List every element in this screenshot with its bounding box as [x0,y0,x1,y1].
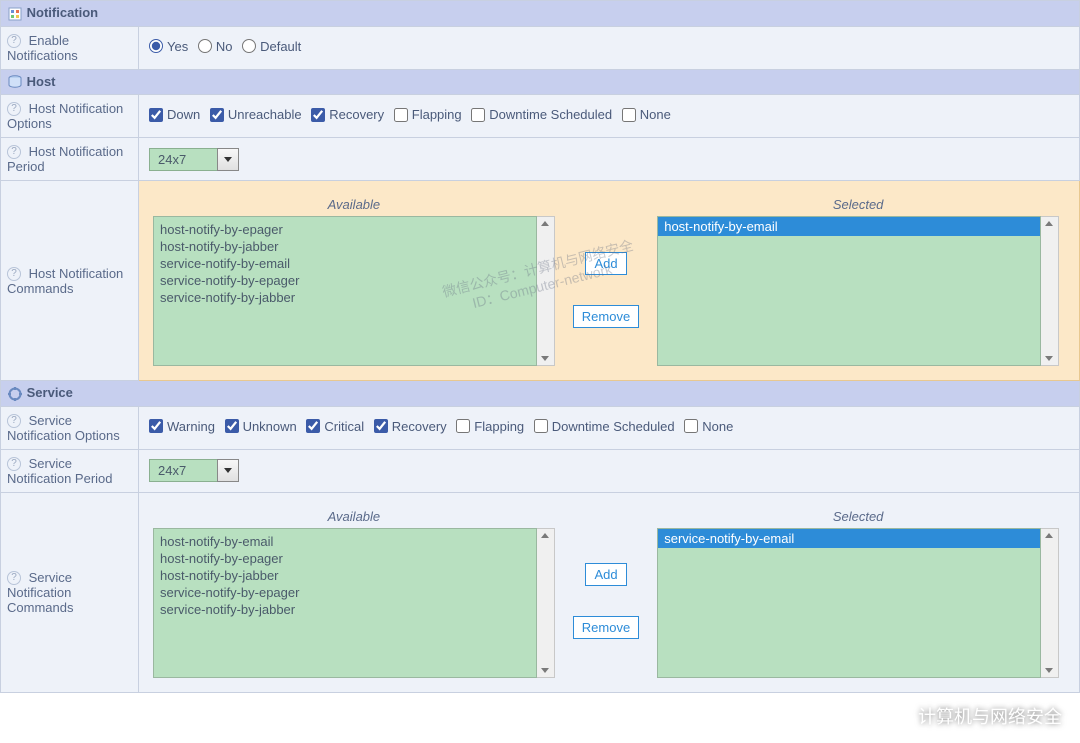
label-service-period: Service Notification Period [7,456,113,486]
check-service-downtime[interactable]: Downtime Scheduled [534,419,675,434]
host-commands-picker: Available host-notify-by-epager host-not… [149,189,1069,372]
notification-icon [7,6,23,22]
row-host-commands: ? Host Notification Commands Available h… [1,181,1080,381]
list-item[interactable]: service-notify-by-epager [160,584,530,601]
row-host-period: ? Host Notification Period 24x7 [1,138,1080,181]
check-service-recovery[interactable]: Recovery [374,419,447,434]
list-item[interactable]: host-notify-by-epager [160,221,530,238]
label-host-commands: Host Notification Commands [7,266,123,296]
label-service-options: Service Notification Options [7,413,120,443]
check-host-recovery[interactable]: Recovery [311,107,384,122]
section-notification-title: Notification [27,5,99,20]
help-icon[interactable]: ? [7,145,21,159]
check-host-none[interactable]: None [622,107,671,122]
row-service-options: ? Service Notification Options Warning U… [1,406,1080,449]
list-item[interactable]: host-notify-by-jabber [160,238,530,255]
list-item[interactable]: service-notify-by-epager [160,272,530,289]
remove-button[interactable]: Remove [573,305,639,328]
scrollbar[interactable] [537,528,555,678]
check-host-flapping[interactable]: Flapping [394,107,462,122]
check-service-critical[interactable]: Critical [306,419,364,434]
section-service: Service [1,381,1080,407]
check-service-flapping[interactable]: Flapping [456,419,524,434]
available-title: Available [153,507,555,528]
check-service-unknown[interactable]: Unknown [225,419,297,434]
add-button[interactable]: Add [585,252,626,275]
section-host: Host [1,69,1080,95]
list-item[interactable]: service-notify-by-jabber [160,601,530,618]
scrollbar[interactable] [537,216,555,366]
section-host-title: Host [27,74,56,89]
service-selected-list[interactable]: service-notify-by-email [657,528,1041,678]
available-title: Available [153,195,555,216]
host-icon [7,74,23,90]
footer-watermark: 计算机与网络安全 [882,703,1062,729]
selected-title: Selected [657,195,1059,216]
remove-button[interactable]: Remove [573,616,639,639]
add-button[interactable]: Add [585,563,626,586]
scrollbar[interactable] [1041,216,1059,366]
wechat-icon [882,704,910,728]
row-service-period: ? Service Notification Period 24x7 [1,449,1080,492]
row-service-commands: ? Service Notification Commands Availabl… [1,492,1080,692]
help-icon[interactable]: ? [7,102,21,116]
list-item[interactable]: service-notify-by-jabber [160,289,530,306]
chevron-down-icon [217,459,239,482]
radio-default[interactable]: Default [242,39,301,54]
host-available-list[interactable]: host-notify-by-epager host-notify-by-jab… [153,216,537,366]
row-enable-notifications: ? Enable Notifications Yes No Default [1,26,1080,69]
section-service-title: Service [27,385,73,400]
scrollbar[interactable] [1041,528,1059,678]
help-icon[interactable]: ? [7,267,21,281]
service-commands-picker: Available host-notify-by-email host-noti… [149,501,1069,684]
help-icon[interactable]: ? [7,457,21,471]
chevron-down-icon [217,148,239,171]
check-service-warning[interactable]: Warning [149,419,215,434]
selected-title: Selected [657,507,1059,528]
help-icon[interactable]: ? [7,414,21,428]
help-icon[interactable]: ? [7,571,21,585]
radio-yes[interactable]: Yes [149,39,188,54]
select-service-period[interactable]: 24x7 [149,459,239,482]
row-host-options: ? Host Notification Options Down Unreach… [1,95,1080,138]
select-host-period[interactable]: 24x7 [149,148,239,171]
label-host-options: Host Notification Options [7,101,123,131]
list-item[interactable]: host-notify-by-email [658,217,1040,236]
radio-no[interactable]: No [198,39,233,54]
check-host-down[interactable]: Down [149,107,200,122]
check-host-downtime[interactable]: Downtime Scheduled [471,107,612,122]
list-item[interactable]: service-notify-by-email [658,529,1040,548]
help-icon[interactable]: ? [7,34,21,48]
check-service-none[interactable]: None [684,419,733,434]
service-icon [7,386,23,402]
section-notification: Notification [1,1,1080,27]
service-available-list[interactable]: host-notify-by-email host-notify-by-epag… [153,528,537,678]
list-item[interactable]: host-notify-by-epager [160,550,530,567]
list-item[interactable]: host-notify-by-jabber [160,567,530,584]
host-selected-list[interactable]: host-notify-by-email [657,216,1041,366]
check-host-unreachable[interactable]: Unreachable [210,107,302,122]
list-item[interactable]: service-notify-by-email [160,255,530,272]
label-host-period: Host Notification Period [7,144,123,174]
list-item[interactable]: host-notify-by-email [160,533,530,550]
